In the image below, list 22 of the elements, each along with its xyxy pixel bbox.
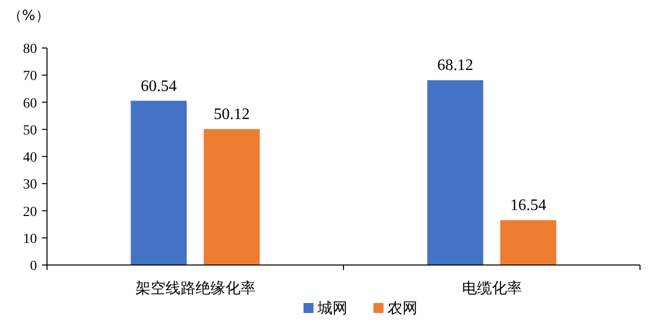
y-tick-label: 60 (23, 96, 37, 112)
x-tick-label: 架空线路绝缘化率 (135, 279, 256, 297)
y-axis-title: （%） (8, 8, 50, 24)
data-label: 68.12 (437, 57, 474, 74)
y-tick-label: 40 (23, 150, 37, 166)
data-label: 16.54 (510, 197, 546, 214)
y-tick-label: 0 (30, 259, 37, 274)
legend-label: 城网 (316, 299, 348, 317)
y-tick-label: 50 (23, 123, 37, 138)
x-tick-label: 电缆化率 (462, 279, 522, 297)
bar (500, 220, 556, 265)
y-tick-label: 70 (23, 69, 37, 84)
data-label: 50.12 (214, 106, 250, 124)
bar (204, 129, 260, 265)
y-tick-label: 20 (23, 204, 37, 220)
y-tick-label: 10 (23, 232, 37, 247)
bar (130, 100, 187, 265)
legend-label: 农网 (388, 299, 418, 317)
y-tick-label: 30 (23, 178, 37, 193)
y-tick-label: 80 (23, 42, 37, 57)
bar (427, 80, 484, 265)
data-label: 60.54 (140, 78, 177, 95)
